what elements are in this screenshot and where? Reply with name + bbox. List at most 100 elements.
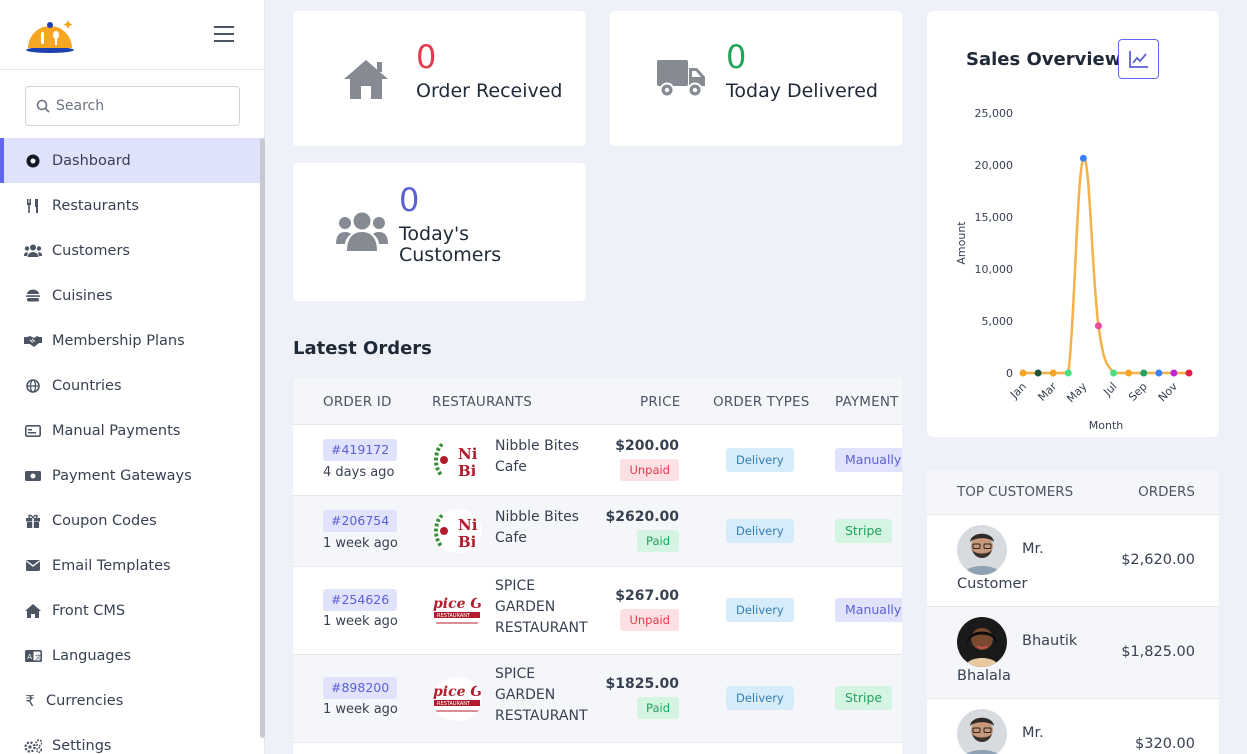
sidebar-item-manual-payments[interactable]: Manual Payments <box>0 408 262 453</box>
sidebar-item-label: Front CMS <box>52 602 126 619</box>
svg-text:Ni: Ni <box>458 516 478 534</box>
col-orders: ORDERS <box>1138 484 1195 500</box>
data-point <box>1034 369 1042 377</box>
sidebar-nav: Dashboard Restaurants Customers Cuisines… <box>0 138 262 754</box>
col-price[interactable]: PRICE <box>640 394 681 410</box>
sidebar-item-label: Languages <box>52 647 132 664</box>
burger-icon <box>24 288 42 304</box>
order-type-badge: Delivery <box>726 686 794 710</box>
order-received-label: Order Received <box>416 80 563 102</box>
customer-row: Mr. Customer $2,620.00 <box>927 515 1219 607</box>
col-order-types[interactable]: ORDER TYPES <box>713 394 810 410</box>
customer-name-line2: Customer <box>957 576 1028 592</box>
payment-status-badge: Paid <box>637 697 679 719</box>
y-tick-label: 20,000 <box>975 159 1014 172</box>
sidebar-item-customers[interactable]: Customers <box>0 228 262 273</box>
x-tick-label: Sep <box>1126 380 1150 404</box>
home-icon <box>24 603 42 619</box>
data-point <box>1079 154 1087 162</box>
payment-type-badge: Stripe <box>835 686 893 710</box>
x-tick-label: Jul <box>1100 380 1119 399</box>
sidebar-item-label: Email Templates <box>52 557 171 574</box>
restaurant-logo: Ni Bi <box>432 509 482 553</box>
order-age: 1 week ago <box>323 614 398 629</box>
truck-icon <box>657 60 705 98</box>
restaurant-name-line1: Nibble Bites <box>495 509 579 525</box>
today-delivered-card: 0 Today Delivered <box>610 11 902 146</box>
sidebar-item-label: Membership Plans <box>52 332 185 349</box>
sidebar-item-currencies[interactable]: ₹ Currencies <box>0 678 262 723</box>
col-restaurants[interactable]: RESTAURANTS <box>432 394 532 410</box>
svg-text:pice Ga: pice Ga <box>433 684 482 700</box>
x-tick-label: Mar <box>1035 380 1059 404</box>
customer-row: Bhautik Bhalala $1,825.00 <box>927 607 1219 699</box>
sidebar-item-settings[interactable]: Settings <box>0 723 262 754</box>
payment-type-badge: Manually <box>835 448 902 472</box>
users-icon <box>24 243 42 259</box>
gift-icon <box>24 513 42 529</box>
line-chart-icon <box>1129 51 1148 68</box>
order-id-badge[interactable]: #254626 <box>323 589 398 611</box>
x-tick-label: Jan <box>1007 380 1029 402</box>
search-icon <box>36 99 50 113</box>
sidebar-scrollbar[interactable] <box>260 138 265 738</box>
restaurant-name-line2: Cafe <box>495 459 527 475</box>
sidebar-item-email-templates[interactable]: Email Templates <box>0 543 262 588</box>
table-row: #419172 4 days ago Ni Bi Nibble Bites Ca… <box>293 425 902 496</box>
today-customers-count: 0 <box>399 181 420 219</box>
y-tick-label: 0 <box>1006 367 1013 380</box>
col-order-id[interactable]: ORDER ID <box>323 394 392 410</box>
sidebar-item-countries[interactable]: Countries <box>0 363 262 408</box>
col-top-customers: TOP CUSTOMERS <box>957 484 1074 500</box>
order-price: $200.00 <box>615 438 679 454</box>
data-point <box>1140 369 1148 377</box>
sidebar-item-membership-plans[interactable]: Membership Plans <box>0 318 262 363</box>
avatar <box>957 525 1007 575</box>
svg-text:文: 文 <box>35 652 42 661</box>
handshake-icon <box>24 333 42 349</box>
table-row: #254626 1 week ago pice Ga RESTAURANT SP… <box>293 567 902 655</box>
order-id-badge[interactable]: #419172 <box>323 439 398 461</box>
sidebar-item-label: Restaurants <box>52 197 139 214</box>
menu-toggle-icon[interactable] <box>214 26 234 44</box>
chart-type-button[interactable] <box>1118 39 1159 79</box>
sidebar-item-front-cms[interactable]: Front CMS <box>0 588 262 633</box>
customer-order-total: $2,620.00 <box>1121 552 1195 568</box>
sidebar-item-label: Currencies <box>46 692 124 709</box>
sidebar-item-coupon-codes[interactable]: Coupon Codes <box>0 498 262 543</box>
data-point <box>1170 369 1178 377</box>
data-point <box>1019 369 1027 377</box>
series-line <box>1022 157 1189 375</box>
col-payment-type[interactable]: PAYMENT T <box>835 394 902 410</box>
restaurant-name-line1: SPICE <box>495 666 536 682</box>
customer-name-line1: Mr. <box>1022 725 1044 741</box>
today-customers-card: 0 Today's Customers <box>293 163 586 301</box>
sidebar-item-restaurants[interactable]: Restaurants <box>0 183 262 228</box>
search-input[interactable] <box>56 87 234 125</box>
payment-status-badge: Paid <box>637 530 679 552</box>
sidebar-item-cuisines[interactable]: Cuisines <box>0 273 262 318</box>
home-icon <box>344 60 388 99</box>
sidebar-item-dashboard[interactable]: Dashboard <box>0 138 262 183</box>
sidebar-item-label: Cuisines <box>52 287 113 304</box>
logo[interactable] <box>24 16 78 54</box>
y-tick-label: 15,000 <box>975 211 1014 224</box>
customer-name-line2: Bhalala <box>957 668 1011 684</box>
order-id-badge[interactable]: #206754 <box>323 510 398 532</box>
order-type-badge: Delivery <box>726 448 794 472</box>
payment-status-badge: Unpaid <box>620 459 679 481</box>
data-point <box>1185 369 1193 377</box>
svg-text:A: A <box>27 653 32 661</box>
order-type-badge: Delivery <box>726 598 794 622</box>
svg-text:RESTAURANT: RESTAURANT <box>437 701 471 707</box>
order-price: $1825.00 <box>605 676 679 692</box>
order-id-badge[interactable]: #898200 <box>323 677 398 699</box>
latest-orders-table: ORDER ID RESTAURANTS PRICE ORDER TYPES P… <box>293 378 902 754</box>
restaurant-logo: Ni Bi <box>432 438 482 482</box>
y-tick-label: 5,000 <box>982 315 1014 328</box>
sidebar-item-payment-gateways[interactable]: Payment Gateways <box>0 453 262 498</box>
order-price: $267.00 <box>615 588 679 604</box>
customer-name-line1: Mr. <box>1022 541 1044 557</box>
